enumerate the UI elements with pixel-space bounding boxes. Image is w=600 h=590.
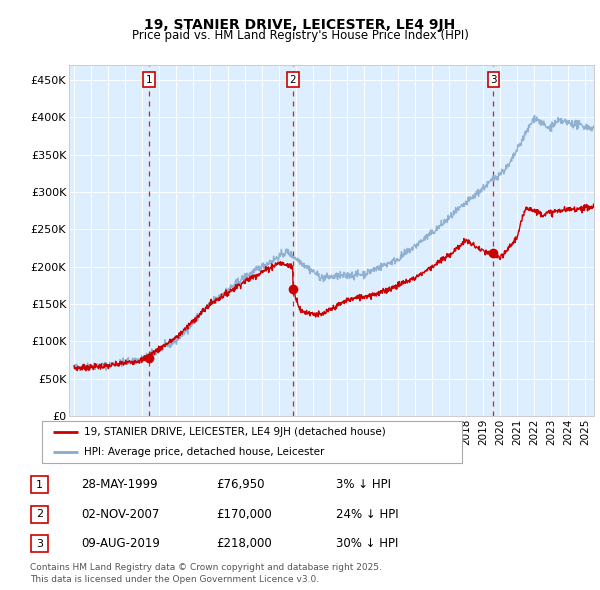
Text: £170,000: £170,000 <box>216 508 272 521</box>
FancyBboxPatch shape <box>31 536 48 552</box>
Text: 2: 2 <box>36 510 43 519</box>
Text: 3% ↓ HPI: 3% ↓ HPI <box>336 478 391 491</box>
Text: 24% ↓ HPI: 24% ↓ HPI <box>336 508 398 521</box>
Text: 30% ↓ HPI: 30% ↓ HPI <box>336 537 398 550</box>
Text: 1: 1 <box>36 480 43 490</box>
FancyBboxPatch shape <box>31 506 48 523</box>
Text: 1: 1 <box>146 75 152 85</box>
Text: 28-MAY-1999: 28-MAY-1999 <box>81 478 158 491</box>
Text: HPI: Average price, detached house, Leicester: HPI: Average price, detached house, Leic… <box>84 447 325 457</box>
Text: £218,000: £218,000 <box>216 537 272 550</box>
Text: £76,950: £76,950 <box>216 478 265 491</box>
Text: 09-AUG-2019: 09-AUG-2019 <box>81 537 160 550</box>
Text: Contains HM Land Registry data © Crown copyright and database right 2025.
This d: Contains HM Land Registry data © Crown c… <box>30 563 382 584</box>
FancyBboxPatch shape <box>31 477 48 493</box>
Text: 02-NOV-2007: 02-NOV-2007 <box>81 508 160 521</box>
FancyBboxPatch shape <box>42 421 462 463</box>
Text: 3: 3 <box>36 539 43 549</box>
Text: 19, STANIER DRIVE, LEICESTER, LE4 9JH: 19, STANIER DRIVE, LEICESTER, LE4 9JH <box>145 18 455 32</box>
Text: 3: 3 <box>490 75 497 85</box>
Text: Price paid vs. HM Land Registry's House Price Index (HPI): Price paid vs. HM Land Registry's House … <box>131 30 469 42</box>
Text: 2: 2 <box>290 75 296 85</box>
Text: 19, STANIER DRIVE, LEICESTER, LE4 9JH (detached house): 19, STANIER DRIVE, LEICESTER, LE4 9JH (d… <box>84 427 386 437</box>
